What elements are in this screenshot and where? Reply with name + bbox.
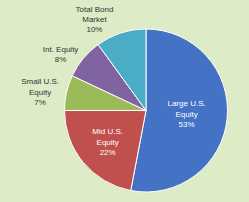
svg-text:Mid U.S.Equity22%: Mid U.S.Equity22% (92, 127, 123, 157)
svg-text:Small U.S.Equity7%: Small U.S.Equity7% (21, 77, 59, 107)
svg-text:Int. Equity8%: Int. Equity8% (43, 45, 79, 64)
svg-text:Total BondMarket10%: Total BondMarket10% (76, 5, 114, 35)
svg-text:Large U.S.Equity53%: Large U.S.Equity53% (167, 99, 205, 129)
